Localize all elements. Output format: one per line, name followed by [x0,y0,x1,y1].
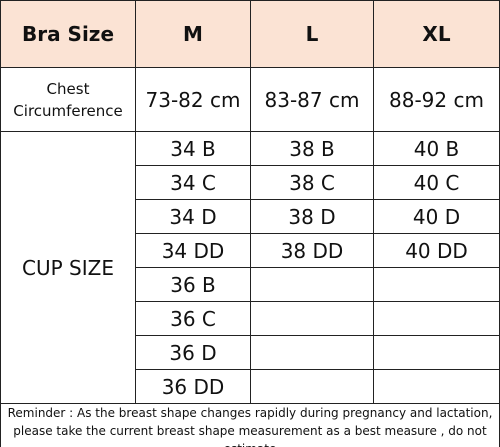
cell: 36 D [135,335,251,370]
header-cell: M [135,0,251,68]
row-label: CUP SIZE [0,131,136,404]
cell: 40 B [373,131,500,166]
cell: 34 B [135,131,251,166]
table-row: Bra Size M L XL [0,0,500,68]
cell: 40 DD [373,233,500,268]
cell [373,335,500,370]
cell: 38 B [250,131,374,166]
header-cell: Bra Size [0,0,136,68]
cell: 34 C [135,165,251,200]
cell: 36 C [135,301,251,336]
cell: 38 DD [250,233,374,268]
header-cell: L [250,0,374,68]
table-row: 36 B [1,267,500,302]
table-row: 36 D [1,335,500,370]
cell: 36 B [135,267,251,302]
table-row: CUP SIZE 34 B 38 B 40 B [0,131,500,404]
cell [250,267,374,302]
cell: 40 C [373,165,500,200]
row-label: Chest Circumference [0,67,136,132]
cell [250,369,374,404]
cell: 88-92 cm [373,67,500,132]
reminder: Reminder : As the breast shape changes r… [0,403,500,447]
cell: 83-87 cm [250,67,374,132]
table-row: 36 DD [1,369,500,404]
cell: 34 D [135,199,251,234]
cell [250,335,374,370]
cell: 38 C [250,165,374,200]
cell [373,267,500,302]
cell [373,369,500,404]
cell [250,301,374,336]
cell: 34 DD [135,233,251,268]
cell [373,301,500,336]
table-row: 36 C [1,301,500,336]
cell: 40 D [373,199,500,234]
table-row: Chest Circumference 73-82 cm 83-87 cm 88-92… [0,67,500,132]
header-cell: XL [373,0,500,68]
table-row: Reminder : As the breast shape changes r… [0,403,500,447]
cell: 38 D [250,199,374,234]
cell: 36 DD [135,369,251,404]
table-row: 34 C 38 C 40 C [1,165,500,200]
cell: 73-82 cm [135,67,251,132]
